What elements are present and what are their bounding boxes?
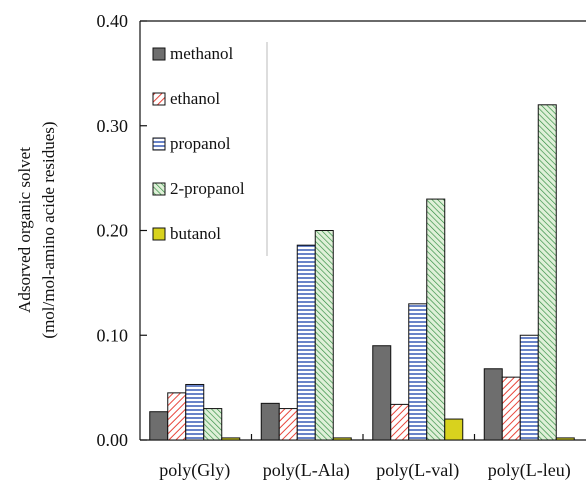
bar-2-propanol-4 [537,104,557,441]
legend-label: propanol [170,134,231,153]
bar-propanol-1 [185,383,205,441]
legend-swatch-ethanol [152,92,166,106]
y-axis-label: Adsorved organic solvet [15,147,34,313]
legend-label: ethanol [170,89,220,108]
x-category-label: poly(L-leu) [488,460,571,481]
legend-label: butanol [170,224,221,243]
y-tick-label: 0.10 [97,325,129,345]
bar-butanol-3 [444,418,464,441]
bar-propanol-2 [296,244,316,441]
bar-ethanol-1 [167,392,187,441]
x-category-label: poly(L-val) [376,460,459,481]
y-tick-label: 0.00 [97,430,129,450]
y-tick-label: 0.30 [97,116,129,136]
bar-2-propanol-1 [203,408,223,441]
legend-swatch-2-propanol [152,182,166,196]
bar-ethanol-2 [278,408,298,441]
bar-2-propanol-2 [314,230,334,441]
bar-methanol-1 [149,411,169,441]
legend-swatch-methanol [152,47,166,61]
bar-butanol-1 [221,437,241,441]
bar-2-propanol-3 [426,198,446,441]
axis-labels: Adsorved organic solvet (mol/mol-amino ac… [15,121,571,481]
bar-propanol-3 [408,303,428,441]
legend: methanol ethanol propanol 2-propanol butanol [152,42,268,256]
bar-methanol-4 [483,368,503,441]
legend-label: 2-propanol [170,179,245,198]
bar-butanol-2 [332,437,352,441]
x-category-label: poly(Gly) [159,460,230,481]
bar-methanol-2 [260,402,280,441]
bar-ethanol-3 [390,403,410,441]
bar-propanol-4 [519,334,539,441]
bar-ethanol-4 [501,376,521,441]
bar-butanol-4 [555,437,575,441]
x-category-label: poly(L-Ala) [263,460,350,481]
y-tick-label: 0.40 [97,11,129,31]
legend-swatch-propanol [152,137,166,151]
legend-label: methanol [170,44,234,63]
y-axis-label: (mol/mol-amino acide residues) [39,121,58,338]
bars [149,104,575,441]
legend-swatch-butanol [152,227,166,241]
y-tick-label: 0.20 [97,221,129,241]
bar-methanol-3 [372,345,392,441]
